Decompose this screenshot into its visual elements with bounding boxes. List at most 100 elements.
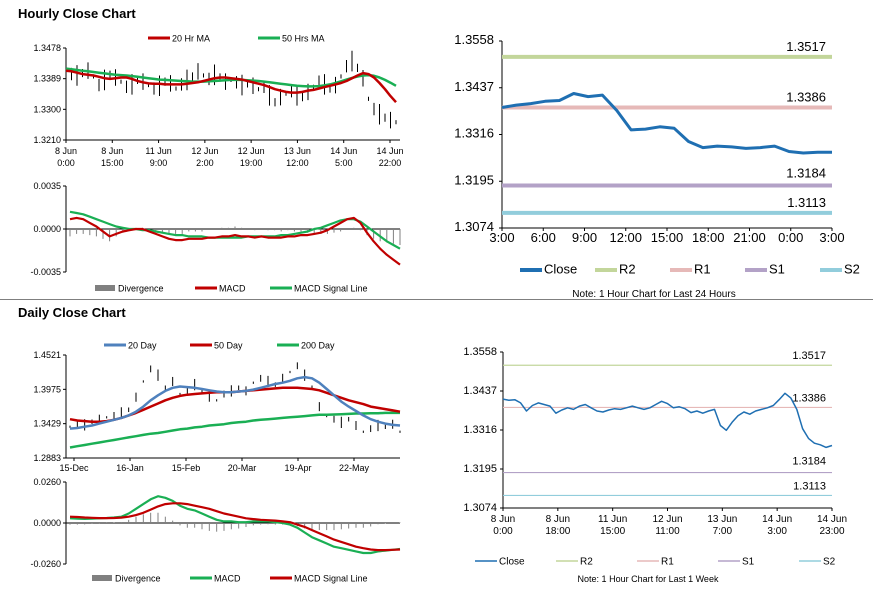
daily-levels-legend-s2-label: S2 [823,557,836,568]
hourly-levels-x-tick-label: 3:00 [489,230,514,245]
daily-macd-y-tick-label: 0.0260 [33,477,61,487]
hourly-price-x-tick-label: 0:00 [57,158,75,168]
daily-levels-x-tick-label: 13 Jun [707,514,737,525]
hourly-macd-y-tick-label: 0.0035 [33,181,61,191]
hourly-price-x-tick-label: 13 Jun [284,146,311,156]
hourly-levels-legend-r2-label: R2 [619,262,636,277]
hourly-levels-x-tick-label: 6:00 [531,230,556,245]
daily-macd-legend-signal-label: MACD Signal Line [294,574,368,584]
daily-levels-x-tick-label: 18:00 [545,526,570,537]
daily-levels-x-tick-label: 23:00 [819,526,844,537]
daily-levels-legend-close-label: Close [499,557,525,568]
hourly-levels-r1-label: 1.3386 [786,89,826,104]
daily-price-x-tick-label: 15-Dec [59,463,89,473]
hourly-levels-x-tick-label: 21:00 [733,230,766,245]
hourly-macd-legend-signal-label: MACD Signal Line [294,284,368,294]
hourly-levels-y-tick-label: 1.3558 [454,32,494,47]
hourly-macd-legend-divergence-label: Divergence [118,284,164,294]
hourly-price-y-tick-label: 1.3478 [33,43,61,53]
hourly-price-x-tick-label: 2:00 [196,158,214,168]
hourly-levels-r2-label: 1.3517 [786,39,826,54]
daily-levels-r1-label: 1.3386 [792,392,826,404]
daily-macd-legend-macd-label: MACD [214,574,241,584]
daily-levels-x-tick-label: 11:00 [655,526,680,537]
daily-price-y-tick-label: 1.4521 [33,350,61,360]
hourly-20hr-ma-line [65,69,397,104]
hourly-levels-s2-label: 1.3113 [787,195,826,210]
daily-macd-y-tick-label: -0.0260 [30,559,61,569]
daily-levels-x-tick-label: 7:00 [713,526,733,537]
hourly-levels-y-tick-label: 1.3074 [454,219,494,234]
daily-levels-x-tick-label: 0:00 [493,526,513,537]
daily-levels-y-tick-label: 1.3558 [463,346,497,358]
hourly-macd-legend-macd-label: MACD [219,284,246,294]
daily-price-y-tick-label: 1.3429 [33,419,61,429]
hourly-levels-legend-close-label: Close [544,262,577,277]
daily-levels-y-tick-label: 1.3195 [463,463,497,475]
daily-legend-200day-label: 200 Day [301,341,335,351]
hourly-price-x-tick-label: 22:00 [379,158,402,168]
daily-price-x-tick-label: 15-Feb [172,463,201,473]
hourly-price-x-tick-label: 15:00 [101,158,124,168]
hourly-macd-legend-divergence-swatch [95,285,115,291]
daily-legend-50day-label: 50 Day [214,341,243,351]
hourly-levels-legend-r1-label: R1 [694,262,711,277]
hourly-levels-x-tick-label: 0:00 [778,230,803,245]
daily-macd-legend-divergence-swatch [92,575,112,581]
daily-levels-s2-label: 1.3113 [793,480,826,492]
hourly-macd-y-tick-label: 0.0000 [33,224,61,234]
hourly-legend-50hr-label: 50 Hrs MA [282,34,325,44]
hourly-levels-x-tick-label: 18:00 [692,230,725,245]
hourly-levels-y-tick-label: 1.3316 [454,126,494,141]
hourly-levels-y-tick-label: 1.3437 [454,79,494,94]
hourly-levels-x-tick-label: 12:00 [609,230,642,245]
hourly-price-x-tick-label: 5:00 [335,158,353,168]
hourly-price-x-tick-label: 8 Jun [55,146,77,156]
hourly-price-x-tick-label: 11 Jun [145,146,171,156]
daily-levels-legend-s1-label: S1 [742,557,755,568]
daily-levels-y-tick-label: 1.3074 [463,502,497,514]
hourly-levels-note: Note: 1 Hour Chart for Last 24 Hours [572,289,735,300]
daily-price-y-tick-label: 1.2883 [33,453,61,463]
daily-macd-y-tick-label: 0.0000 [33,518,61,528]
daily-200day-line [69,411,400,449]
hourly-section-title: Hourly Close Chart [18,6,136,21]
daily-levels-x-tick-label: 8 Jun [546,514,570,525]
hourly-levels-x-tick-label: 3:00 [819,230,844,245]
daily-levels-note: Note: 1 Hour Chart for Last 1 Week [578,574,719,584]
hourly-macd-line [69,216,401,266]
daily-levels-x-tick-label: 14 Jun [817,514,847,525]
hourly-price-x-tick-label: 19:00 [240,158,263,168]
hourly-levels-legend-s2-label: S2 [844,262,860,277]
daily-levels-x-tick-label: 12 Jun [652,514,682,525]
daily-levels-x-tick-label: 15:00 [600,526,625,537]
daily-levels-y-tick-label: 1.3437 [463,385,497,397]
hourly-levels-x-tick-label: 9:00 [572,230,597,245]
daily-price-x-tick-label: 19-Apr [284,463,311,473]
hourly-price-y-tick-label: 1.3300 [33,104,61,114]
daily-price-x-tick-label: 20-Mar [228,463,257,473]
daily-20day-line [69,375,401,430]
daily-levels-legend-r1-label: R1 [661,557,674,568]
daily-levels-x-tick-label: 11 Jun [598,514,627,525]
daily-levels-close-line [502,392,833,449]
daily-legend-20day-label: 20 Day [128,341,157,351]
daily-section-title: Daily Close Chart [18,305,126,320]
daily-levels-legend-r2-label: R2 [580,557,593,568]
hourly-price-y-tick-label: 1.3210 [33,135,61,145]
hourly-levels-legend-s1-label: S1 [769,262,785,277]
hourly-macd-signal-line [69,210,401,250]
daily-macd-legend-divergence-label: Divergence [115,574,161,584]
hourly-price-x-tick-label: 9:00 [150,158,168,168]
section-divider [0,299,873,300]
daily-levels-x-tick-label: 8 Jun [491,514,515,525]
hourly-legend-20hr-label: 20 Hr MA [172,34,210,44]
hourly-levels-y-tick-label: 1.3195 [454,172,494,187]
hourly-price-x-tick-label: 12 Jun [238,146,265,156]
hourly-levels-close-line [501,92,832,155]
daily-price-y-tick-label: 1.3975 [33,384,61,394]
daily-levels-x-tick-label: 14 Jun [762,514,792,525]
daily-macd-line [69,495,401,555]
hourly-macd-y-tick-label: -0.0035 [30,267,61,277]
